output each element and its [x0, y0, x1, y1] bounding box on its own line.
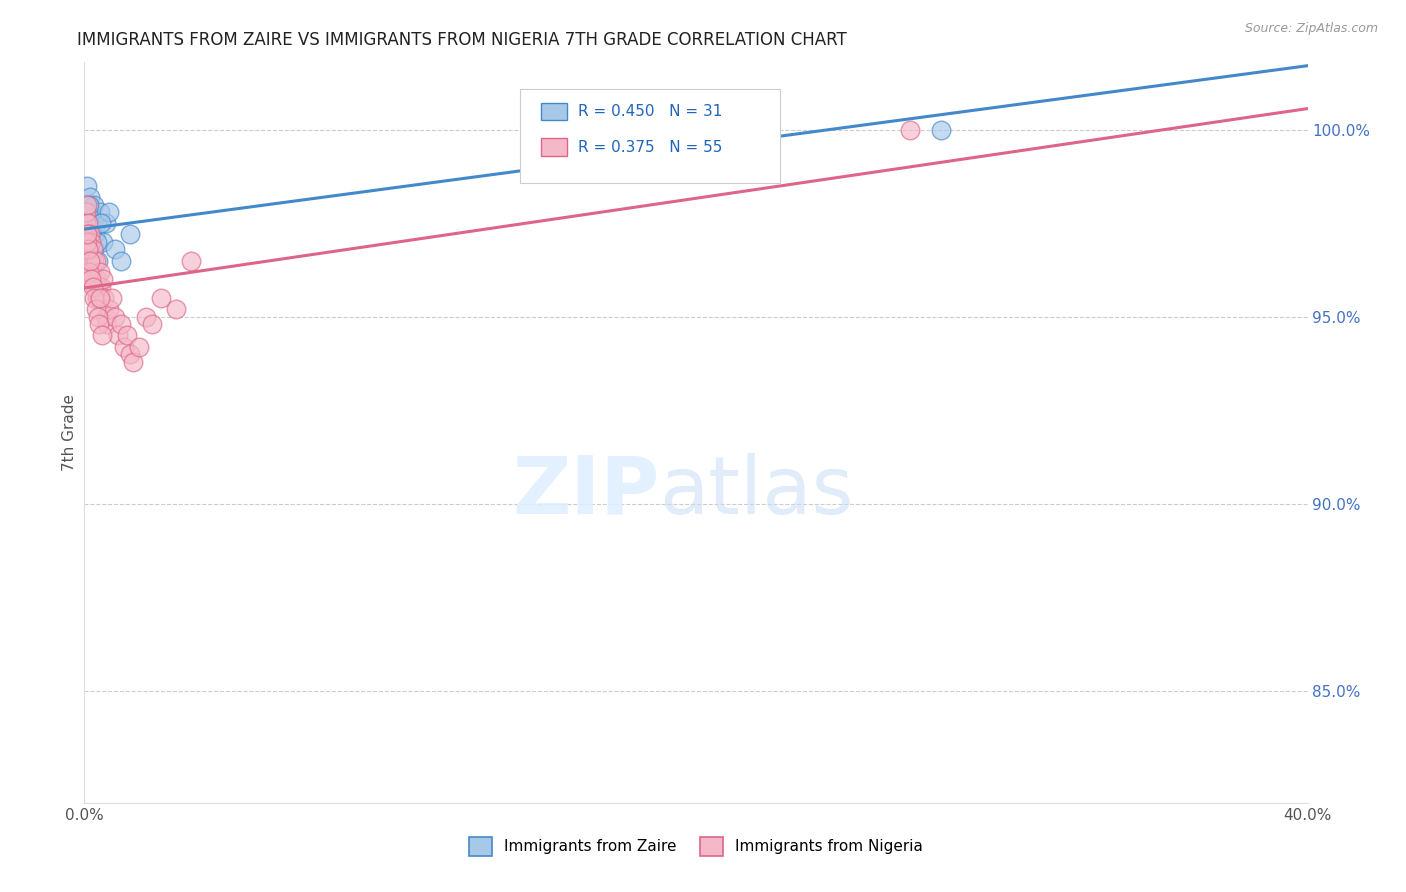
Point	[79, 227, 101, 242]
Point	[122, 354, 145, 368]
Point	[79, 190, 101, 204]
Point	[82, 243, 104, 257]
Point	[80, 265, 103, 279]
Point	[80, 205, 103, 219]
Point	[76, 227, 98, 242]
Text: ZIP: ZIP	[512, 453, 659, 531]
Point	[86, 272, 108, 286]
Point	[128, 340, 150, 354]
Point	[75, 227, 97, 242]
Point	[104, 243, 127, 257]
Point	[76, 235, 98, 249]
Point	[83, 243, 105, 257]
Point	[77, 243, 100, 257]
Point	[89, 265, 111, 279]
Point	[77, 197, 100, 211]
Point	[80, 272, 103, 286]
Point	[79, 253, 101, 268]
Point	[93, 291, 115, 305]
Point	[115, 328, 138, 343]
Point	[110, 253, 132, 268]
Point	[83, 291, 105, 305]
Point	[112, 340, 135, 354]
Point	[94, 216, 117, 230]
Point	[76, 227, 98, 242]
Point	[107, 328, 129, 343]
Point	[84, 302, 107, 317]
Point	[79, 253, 101, 268]
Point	[120, 347, 142, 361]
Point	[77, 265, 100, 279]
Point	[77, 235, 100, 249]
Point	[120, 227, 142, 242]
Point	[75, 205, 97, 219]
Text: R = 0.450   N = 31: R = 0.450 N = 31	[578, 104, 723, 119]
Point	[180, 253, 202, 268]
Point	[110, 317, 132, 331]
Point	[76, 197, 98, 211]
Point	[84, 253, 107, 268]
Point	[104, 310, 127, 324]
Point	[90, 280, 112, 294]
Point	[76, 197, 98, 211]
Text: atlas: atlas	[659, 453, 853, 531]
Point	[91, 272, 114, 286]
Point	[76, 178, 98, 193]
Legend: Immigrants from Zaire, Immigrants from Nigeria: Immigrants from Zaire, Immigrants from N…	[463, 831, 929, 862]
Point	[96, 317, 118, 331]
Point	[86, 310, 108, 324]
Point	[165, 302, 187, 317]
Point	[77, 205, 100, 219]
Text: IMMIGRANTS FROM ZAIRE VS IMMIGRANTS FROM NIGERIA 7TH GRADE CORRELATION CHART: IMMIGRANTS FROM ZAIRE VS IMMIGRANTS FROM…	[77, 31, 846, 49]
Point	[86, 235, 108, 249]
Y-axis label: 7th Grade: 7th Grade	[62, 394, 77, 471]
Point	[97, 302, 120, 317]
Point	[75, 216, 97, 230]
Point	[75, 235, 97, 249]
Point	[929, 122, 952, 136]
Point	[101, 291, 124, 305]
Point	[87, 317, 110, 331]
Point	[83, 197, 105, 211]
Point	[86, 216, 108, 230]
Point	[91, 235, 114, 249]
Point	[87, 291, 110, 305]
Point	[82, 280, 104, 294]
Point	[84, 227, 107, 242]
Point	[141, 317, 163, 331]
Point	[90, 216, 112, 230]
Point	[86, 291, 108, 305]
Text: Source: ZipAtlas.com: Source: ZipAtlas.com	[1244, 22, 1378, 36]
Point	[77, 216, 100, 230]
Point	[87, 253, 110, 268]
Point	[91, 328, 114, 343]
Point	[83, 253, 105, 268]
Point	[80, 227, 103, 242]
Point	[80, 216, 103, 230]
Point	[76, 253, 98, 268]
Point	[79, 235, 101, 249]
Point	[77, 216, 100, 230]
Point	[77, 205, 100, 219]
Point	[135, 310, 157, 324]
Point	[84, 280, 107, 294]
Point	[149, 291, 172, 305]
Point	[685, 115, 707, 129]
Point	[89, 291, 111, 305]
Point	[89, 205, 111, 219]
Point	[87, 280, 110, 294]
Point	[94, 310, 117, 324]
Point	[97, 205, 120, 219]
Point	[83, 272, 105, 286]
Text: R = 0.375   N = 55: R = 0.375 N = 55	[578, 140, 723, 154]
Point	[898, 122, 921, 136]
Point	[82, 243, 104, 257]
Point	[76, 243, 98, 257]
Point	[80, 235, 103, 249]
